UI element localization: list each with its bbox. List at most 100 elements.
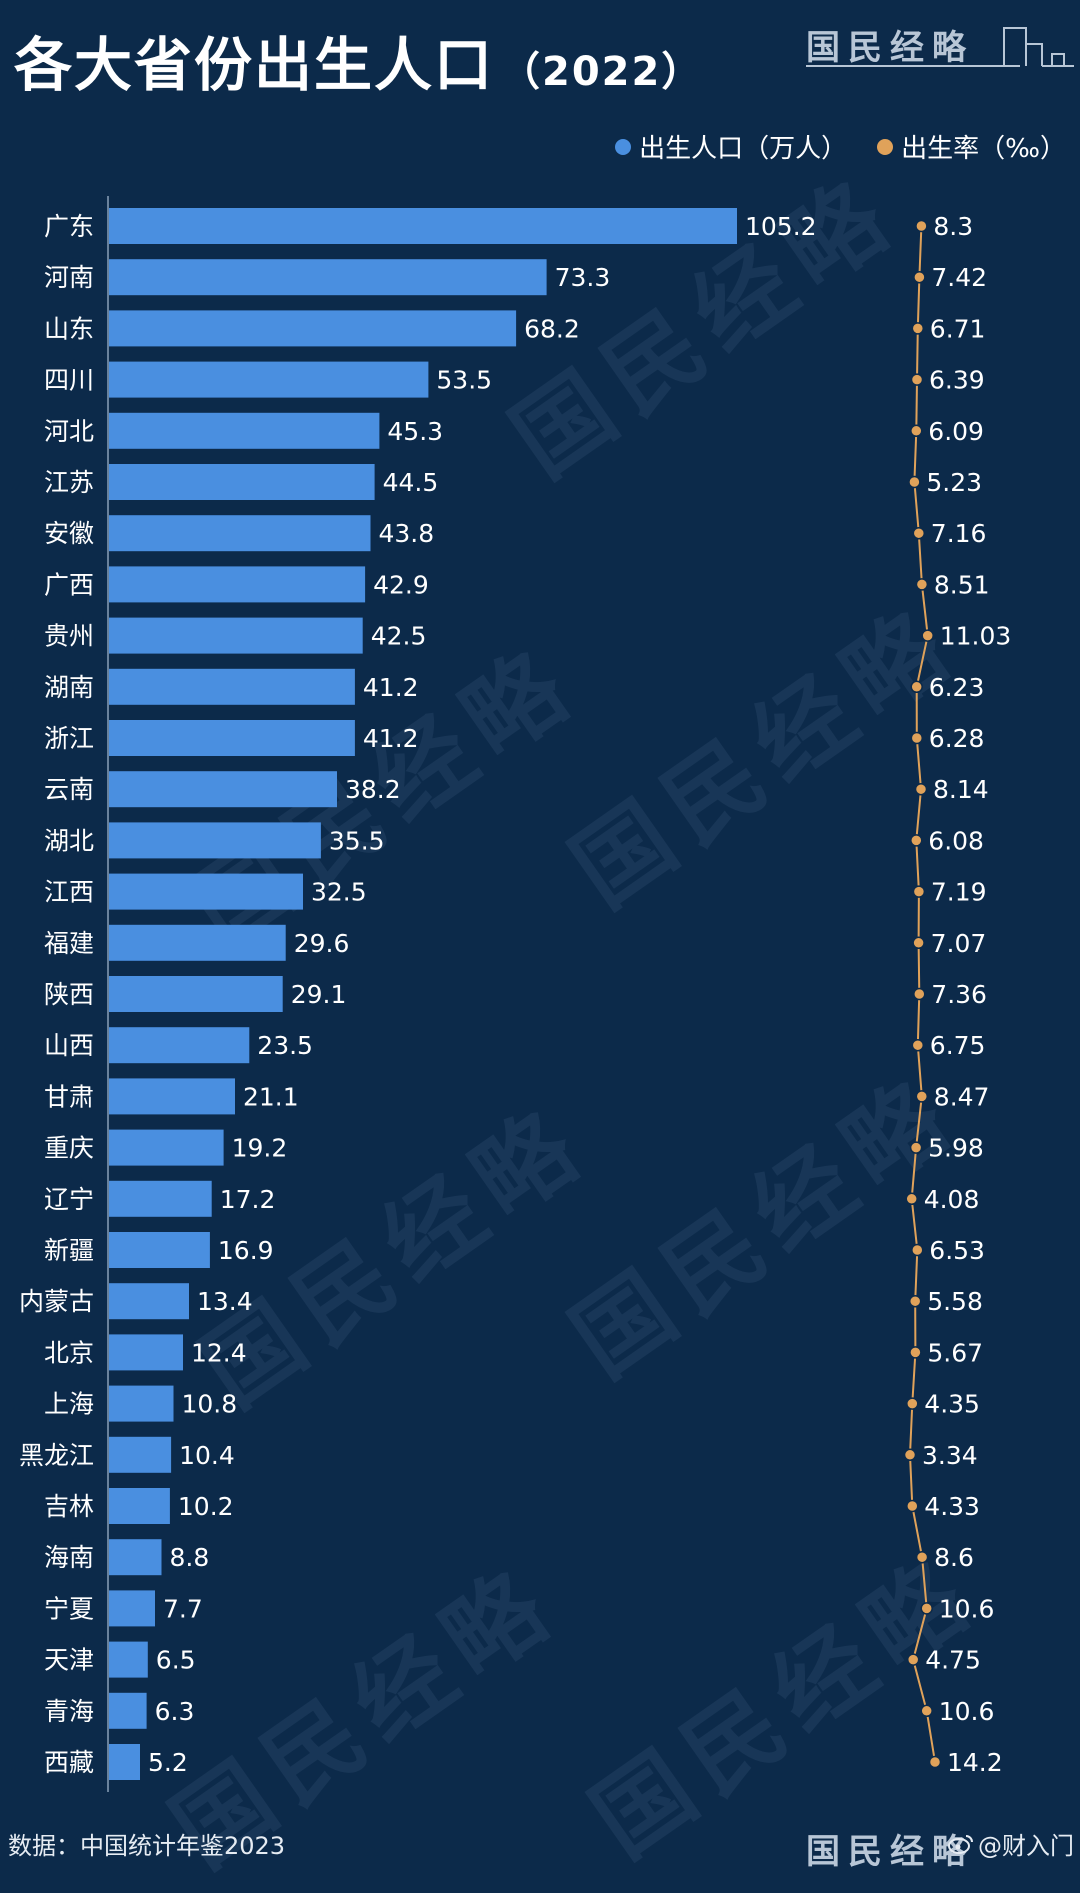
weibo-icon (948, 1834, 973, 1854)
category-label: 广西 (44, 570, 94, 599)
category-label: 山西 (44, 1031, 94, 1060)
category-label: 上海 (44, 1390, 94, 1419)
brand-text: 国民经略 (806, 1832, 974, 1872)
rate-value-label: 7.36 (931, 980, 987, 1009)
bar-value-label: 21.1 (243, 1082, 299, 1111)
bar-value-label: 10.4 (179, 1441, 235, 1470)
rate-point (912, 885, 926, 898)
rate-value-label: 7.16 (931, 519, 987, 548)
bar-value-label: 105.2 (745, 212, 817, 241)
rate-point (920, 1704, 933, 1718)
bar-value-label: 41.2 (363, 724, 419, 753)
rate-point (905, 1192, 918, 1206)
rate-value-label: 4.08 (924, 1185, 980, 1214)
legend-label-births: 出生人口（万人） (639, 134, 848, 164)
bar-value-label: 12.4 (191, 1338, 247, 1367)
rate-point (915, 578, 929, 591)
bar (109, 259, 547, 296)
rate-value-label: 8.51 (934, 570, 990, 599)
bar (109, 1232, 210, 1268)
bar-value-label: 10.2 (178, 1492, 234, 1521)
rate-point (910, 834, 923, 847)
category-label: 黑龙江 (19, 1441, 94, 1470)
rate-value-label: 6.53 (929, 1236, 985, 1265)
rate-point (912, 936, 925, 950)
bar (109, 1334, 183, 1371)
bar (109, 1488, 170, 1524)
bar (109, 310, 517, 347)
rate-value-label: 7.19 (931, 878, 987, 907)
rate-value-label: 6.39 (929, 366, 985, 395)
bar (109, 1129, 224, 1166)
brand-logo-bottom: 国民经略 (806, 1818, 1080, 1878)
legend-label-rate: 出生率（‰） (901, 134, 1066, 164)
bar-value-label: 17.2 (220, 1185, 276, 1214)
bar (109, 412, 380, 449)
bar-value-label: 32.5 (311, 878, 367, 907)
rate-point (915, 1550, 929, 1564)
bar (109, 1744, 140, 1780)
title-year: （2022） (500, 49, 704, 95)
category-label: 天津 (44, 1646, 94, 1675)
bar-value-label: 29.6 (294, 929, 350, 958)
rate-point (909, 1141, 923, 1154)
bar (109, 1641, 148, 1678)
legend-dot-rate-icon (877, 138, 894, 155)
category-label: 山东 (44, 314, 94, 343)
rate-value-label: 3.34 (922, 1441, 978, 1470)
rate-point (912, 526, 926, 540)
bar-value-label: 13.4 (197, 1287, 253, 1316)
rate-point (906, 1397, 919, 1410)
brand-logo-top: 国民经略 (806, 14, 1080, 74)
chart-legend: 出生人口（万人） 出生率（‰） (585, 128, 1066, 165)
bar-value-label: 44.5 (383, 468, 439, 497)
bar (109, 208, 737, 244)
category-label: 青海 (44, 1697, 94, 1726)
rate-point (908, 475, 921, 489)
rate-point (921, 629, 934, 642)
category-label: 江西 (44, 878, 94, 907)
rate-value-label: 5.67 (927, 1338, 983, 1367)
category-label: 安徽 (44, 519, 94, 548)
rate-value-label: 5.23 (926, 468, 982, 497)
bar (109, 1436, 172, 1473)
category-label: 吉林 (44, 1492, 94, 1521)
bar-value-label: 35.5 (329, 826, 385, 855)
bar (109, 1539, 162, 1576)
rate-value-label: 5.58 (927, 1287, 983, 1316)
category-label: 辽宁 (44, 1185, 94, 1214)
category-label: 重庆 (44, 1134, 94, 1163)
rate-value-label: 6.71 (930, 314, 986, 343)
rate-value-label: 6.75 (930, 1031, 986, 1060)
bar (109, 668, 355, 705)
bar (109, 566, 366, 603)
rate-point (911, 1038, 925, 1052)
rate-point (920, 1602, 933, 1615)
weibo-watermark: @财入门 (948, 1826, 1074, 1861)
category-label: 甘肃 (44, 1082, 94, 1111)
bar-value-label: 42.9 (373, 570, 429, 599)
bar-value-label: 41.2 (363, 673, 419, 702)
category-label: 湖北 (44, 826, 94, 855)
category-label: 湖南 (44, 673, 94, 702)
bar-value-label: 6.3 (155, 1697, 195, 1726)
legend-item-births: 出生人口（万人） (615, 128, 847, 165)
bar-value-label: 16.9 (218, 1236, 274, 1265)
rate-value-label: 14.2 (947, 1748, 1003, 1777)
rate-value-label: 8.14 (933, 775, 989, 804)
bar (109, 1180, 212, 1217)
rate-point (908, 1294, 922, 1308)
category-label: 新疆 (44, 1236, 94, 1265)
bar-value-label: 42.5 (371, 622, 427, 651)
legend-item-rate: 出生率（‰） (877, 128, 1066, 165)
bar (109, 361, 429, 398)
bar (109, 924, 286, 961)
bar-value-label: 45.3 (387, 417, 443, 446)
bar-value-label: 7.7 (163, 1594, 203, 1623)
bar (109, 720, 355, 756)
bar (109, 1692, 147, 1729)
rate-point (915, 1090, 929, 1103)
rate-point (915, 219, 928, 233)
rate-point (910, 731, 924, 745)
bar-value-label: 8.8 (170, 1543, 210, 1572)
